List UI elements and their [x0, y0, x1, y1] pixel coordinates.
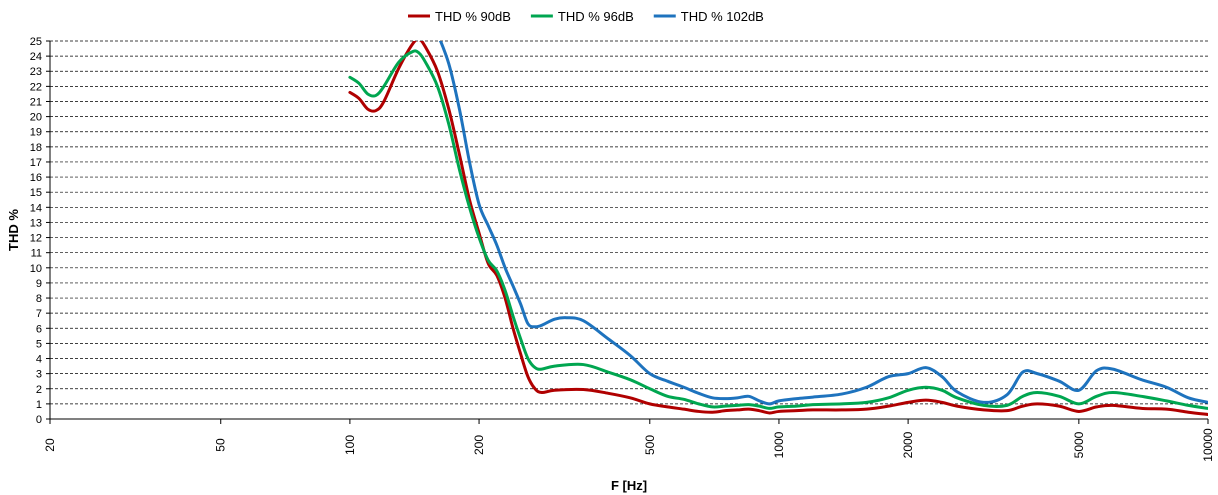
y-tick-label: 5	[36, 338, 42, 350]
legend-label: THD % 102dB	[681, 9, 764, 24]
y-tick-label: 4	[36, 354, 42, 366]
x-tick-label: 5000	[1072, 431, 1086, 458]
x-tick-label: 500	[643, 435, 657, 455]
y-tick-label: 11	[31, 248, 42, 260]
legend: THD % 90dB THD % 96dB THD % 102dB	[408, 9, 764, 24]
y-tick-label: 23	[30, 66, 42, 78]
series-lines	[348, 41, 1208, 416]
y-tick-label: 0	[36, 414, 42, 426]
x-tick-label: 100	[343, 435, 357, 455]
y-tick-label: 15	[30, 187, 42, 199]
x-axis-title: F [Hz]	[611, 478, 647, 493]
y-tick-label: 12	[30, 233, 42, 245]
y-tick-label: 24	[30, 51, 42, 63]
y-tick-label: 17	[30, 157, 42, 169]
y-tick-label: 2	[36, 384, 42, 396]
y-tick-label: 14	[30, 202, 42, 214]
legend-label: THD % 96dB	[558, 9, 634, 24]
y-tick-label: 1	[36, 399, 42, 411]
y-axis-title: THD %	[6, 209, 21, 251]
y-tick-label: 7	[36, 308, 42, 320]
y-tick-label: 25	[30, 36, 42, 48]
y-tick-label: 18	[30, 142, 42, 154]
gridlines	[50, 40, 1208, 405]
y-tick-label: 9	[36, 278, 42, 290]
y-tick-label: 10	[30, 263, 42, 275]
legend-label: THD % 90dB	[435, 9, 511, 24]
y-tick-label: 20	[30, 112, 42, 124]
x-tick-label: 50	[214, 438, 228, 452]
y-tick-label: 13	[30, 217, 42, 229]
y-tick-label: 19	[30, 127, 42, 139]
x-tick-label: 200	[472, 435, 486, 455]
tick-labels: 0123456789101112131415161718192021222324…	[30, 36, 1215, 462]
y-tick-label: 8	[36, 293, 42, 305]
x-tick-label: 1000	[772, 431, 786, 458]
y-tick-label: 16	[30, 172, 42, 184]
y-tick-label: 6	[36, 323, 42, 335]
series-line-thd-102db	[438, 41, 1208, 406]
x-tick-label: 20	[43, 438, 57, 452]
y-tick-label: 3	[36, 369, 42, 381]
series-line-thd-96db	[348, 49, 1208, 410]
axes	[46, 40, 1209, 424]
series-line-thd-90db	[348, 41, 1208, 416]
x-tick-label: 10000	[1201, 428, 1215, 462]
y-tick-label: 21	[30, 96, 42, 108]
y-tick-label: 22	[30, 81, 42, 93]
x-tick-label: 2000	[901, 431, 915, 458]
